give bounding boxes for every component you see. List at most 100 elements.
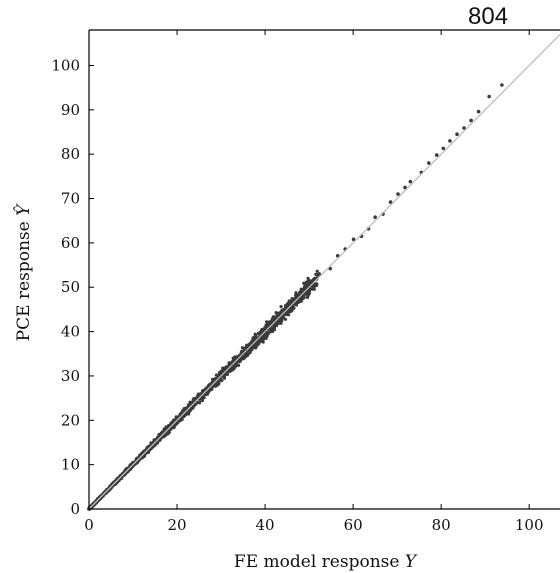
data-point bbox=[373, 215, 377, 219]
data-point bbox=[294, 291, 298, 295]
y-tick-label: 60 bbox=[61, 234, 80, 252]
data-point bbox=[462, 126, 466, 130]
data-point bbox=[261, 328, 265, 332]
data-point bbox=[307, 292, 311, 296]
y-axis-label: PCE response bbox=[14, 221, 34, 341]
y-tick-label: 40 bbox=[61, 323, 80, 341]
y-tick-label: 10 bbox=[61, 456, 80, 474]
data-point bbox=[248, 342, 252, 346]
identity-line bbox=[88, 33, 560, 510]
y-tick-label: 20 bbox=[61, 411, 80, 429]
data-point bbox=[283, 307, 287, 311]
data-point bbox=[287, 313, 291, 317]
data-point bbox=[275, 323, 279, 328]
data-point bbox=[272, 324, 276, 328]
data-point bbox=[306, 276, 310, 281]
data-point bbox=[276, 312, 281, 316]
y-tick-label: 80 bbox=[61, 145, 80, 163]
data-point bbox=[218, 370, 223, 374]
data-point bbox=[279, 305, 283, 309]
y-tick-label: 90 bbox=[61, 101, 80, 119]
data-point bbox=[266, 331, 270, 335]
x-axis-title: FE model response Y bbox=[234, 552, 418, 572]
data-point bbox=[427, 161, 431, 165]
data-point bbox=[254, 346, 258, 350]
data-point bbox=[281, 316, 285, 320]
x-tick-label: 60 bbox=[344, 516, 363, 534]
data-point bbox=[403, 185, 407, 190]
data-point bbox=[157, 432, 161, 436]
data-point bbox=[248, 351, 252, 355]
data-point bbox=[238, 359, 242, 363]
data-point bbox=[164, 425, 168, 429]
data-point bbox=[469, 118, 473, 123]
data-point bbox=[294, 303, 299, 307]
data-point bbox=[388, 200, 393, 204]
data-point bbox=[270, 316, 275, 320]
data-point bbox=[487, 94, 491, 99]
data-point bbox=[269, 319, 273, 323]
y-tick-label: 70 bbox=[61, 190, 80, 208]
x-tick-label: 0 bbox=[84, 516, 94, 534]
data-point bbox=[176, 420, 180, 425]
data-point bbox=[261, 340, 265, 344]
data-point bbox=[255, 341, 259, 345]
y-axis-title: PCE response Ŷ bbox=[13, 203, 34, 341]
y-tick-label: 100 bbox=[51, 56, 80, 74]
data-point bbox=[448, 139, 452, 143]
data-point bbox=[265, 320, 269, 324]
x-tick-label: 40 bbox=[256, 516, 275, 534]
data-point bbox=[261, 337, 265, 342]
x-axis-label: FE model response bbox=[234, 552, 400, 572]
data-point bbox=[351, 237, 356, 242]
data-point bbox=[223, 366, 227, 370]
data-point bbox=[500, 83, 504, 87]
data-point bbox=[441, 146, 446, 151]
data-point bbox=[172, 418, 176, 422]
chart-marks bbox=[87, 83, 504, 511]
data-point bbox=[200, 399, 204, 403]
chart-ticks: 0 20 40 60 80 100 0 10 20 30 40 50 60 70 80 90 100 bbox=[51, 30, 544, 534]
y-tick-label: 30 bbox=[61, 367, 80, 385]
data-point bbox=[317, 272, 322, 276]
data-point bbox=[188, 401, 192, 405]
y-tick-label: 0 bbox=[70, 500, 80, 518]
data-point bbox=[250, 345, 255, 349]
data-point bbox=[408, 179, 413, 184]
reference-line-layer bbox=[88, 33, 560, 510]
data-point bbox=[265, 335, 269, 339]
data-point bbox=[253, 332, 257, 336]
data-point bbox=[276, 321, 280, 325]
data-point bbox=[292, 306, 296, 310]
data-point bbox=[197, 401, 202, 405]
data-point bbox=[206, 384, 211, 388]
data-point bbox=[128, 463, 132, 467]
data-point bbox=[244, 346, 248, 350]
x-tick-label: 20 bbox=[167, 516, 186, 534]
data-point bbox=[299, 299, 303, 303]
data-point bbox=[476, 109, 481, 114]
data-point bbox=[289, 300, 293, 304]
data-point bbox=[304, 282, 308, 286]
data-point bbox=[455, 132, 459, 137]
data-point bbox=[315, 269, 319, 273]
data-point bbox=[251, 338, 255, 342]
x-axis-symbol: Y bbox=[405, 552, 418, 572]
data-point bbox=[180, 411, 184, 415]
data-point bbox=[300, 295, 304, 299]
data-point bbox=[258, 330, 263, 334]
data-point bbox=[146, 450, 151, 454]
x-tick-label: 100 bbox=[515, 516, 544, 534]
data-point bbox=[396, 192, 400, 196]
data-point bbox=[434, 153, 439, 157]
data-point bbox=[293, 293, 298, 297]
data-point bbox=[271, 328, 275, 332]
y-tick-label: 50 bbox=[61, 278, 80, 296]
page-number: 804 bbox=[468, 3, 509, 30]
data-point bbox=[310, 279, 314, 283]
data-point bbox=[267, 321, 272, 326]
data-point bbox=[229, 366, 233, 370]
data-point bbox=[196, 392, 200, 396]
y-axis-symbol: Ŷ bbox=[13, 203, 34, 216]
